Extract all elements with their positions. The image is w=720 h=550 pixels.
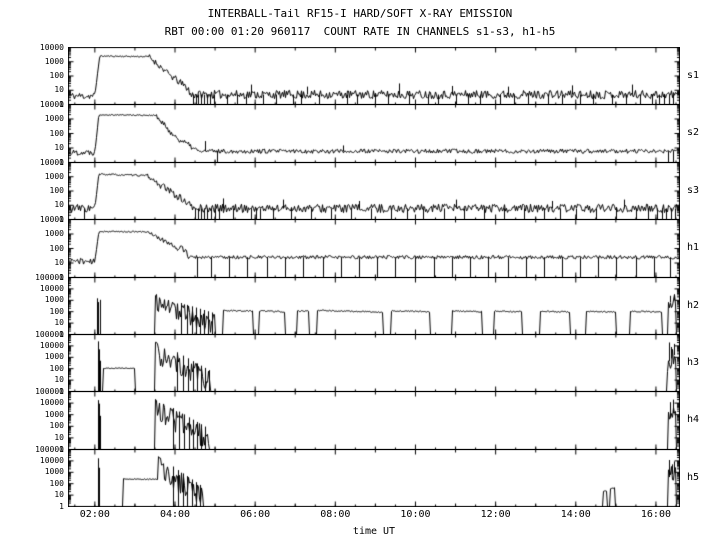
y-tick-label-h1: 1 <box>59 272 64 282</box>
panel-s3 <box>68 162 680 220</box>
y-tick-label-h1: 1000 <box>44 229 64 238</box>
y-tick-label-h5: 100000 <box>35 444 64 454</box>
x-tick-label: 08:00 <box>320 509 351 520</box>
plot-title: INTERBALL-Tail RF15-I HARD/SOFT X-RAY EM… <box>207 7 513 20</box>
y-tick-label-s1: 10000 <box>39 42 64 52</box>
y-tick-label-h3: 10 <box>54 375 64 385</box>
panels-area <box>68 47 680 507</box>
y-tick-label-s2: 10000 <box>39 99 64 109</box>
panel-trace-h5 <box>68 449 680 507</box>
y-tick-label-h5: 10 <box>54 490 64 500</box>
panel-h1 <box>68 219 680 278</box>
channel-label-h4: h4 <box>687 414 700 425</box>
channel-label-s2: s2 <box>687 127 700 138</box>
y-tick-label-h1: 10000 <box>39 214 64 224</box>
x-tick-label: 06:00 <box>240 509 271 520</box>
y-tick-label-h5: 1 <box>59 501 64 511</box>
y-tick-label-h4: 1000 <box>44 409 64 419</box>
plot-subtitle: RBT 00:00 01:20 960117 COUNT RATE IN CHA… <box>164 25 556 38</box>
y-tick-label-s1: 1 <box>59 99 64 109</box>
channel-label-h2: h2 <box>687 299 700 311</box>
panel-h2 <box>68 277 680 335</box>
y-tick-label-s3: 100 <box>49 186 64 195</box>
y-tick-label-h3: 10000 <box>39 340 64 350</box>
y-tick-label-h5: 10000 <box>39 455 64 465</box>
channel-label-h3: h3 <box>687 356 700 368</box>
x-tick-label: 04:00 <box>159 509 191 520</box>
y-tick-label-h2: 1 <box>59 329 64 339</box>
y-tick-label-s3: 10 <box>54 200 64 210</box>
panel-trace-h1 <box>68 219 680 278</box>
panel-trace-h2 <box>68 277 680 335</box>
y-tick-label-h4: 10 <box>54 432 64 442</box>
y-tick-label-h2: 100000 <box>35 272 64 282</box>
x-tick-label: 02:00 <box>79 509 110 520</box>
y-tick-label-h5: 1000 <box>44 467 64 477</box>
y-tick-label-s3: 1000 <box>44 171 64 181</box>
y-tick-label-h2: 100 <box>49 306 64 316</box>
y-tick-label-h4: 10000 <box>39 398 64 408</box>
y-tick-label-h3: 100 <box>49 363 64 373</box>
y-tick-label-s2: 100 <box>49 128 64 138</box>
y-tick-label-h5: 100 <box>49 478 64 488</box>
panel-trace-s1 <box>68 47 680 105</box>
channel-label-s1: s1 <box>687 69 700 81</box>
channel-label-h1: h1 <box>687 242 700 253</box>
x-tick-label: 12:00 <box>480 509 511 520</box>
y-tick-label-h2: 10 <box>54 318 64 328</box>
x-tick-label: 14:00 <box>560 509 591 520</box>
x-tick-label: 16:00 <box>640 509 671 520</box>
y-tick-label-s1: 1000 <box>44 56 64 66</box>
y-tick-label-h2: 1000 <box>44 295 64 305</box>
channel-label-h5: h5 <box>687 471 700 483</box>
y-tick-label-h4: 100 <box>49 421 64 431</box>
panel-h5 <box>68 449 680 507</box>
y-tick-label-h4: 100000 <box>35 386 64 396</box>
y-tick-label-s2: 1 <box>59 157 64 167</box>
x-tick-label: 10:00 <box>400 509 431 520</box>
y-tick-label-h3: 1000 <box>44 352 64 362</box>
x-axis-label: time UT <box>352 526 396 537</box>
panel-s2 <box>68 104 680 163</box>
y-tick-label-h3: 100000 <box>35 329 64 339</box>
panel-trace-s3 <box>68 162 680 220</box>
y-tick-label-h3: 1 <box>59 386 64 396</box>
panel-h4 <box>68 391 680 450</box>
panel-s1 <box>68 47 680 105</box>
panel-trace-s2 <box>68 104 680 163</box>
y-tick-label-h2: 10000 <box>39 283 64 293</box>
panel-trace-h3 <box>68 334 680 392</box>
y-tick-label-s3: 10000 <box>39 157 64 167</box>
y-tick-label-h1: 100 <box>49 243 64 253</box>
y-tick-label-s1: 100 <box>49 71 64 80</box>
panel-trace-h4 <box>68 391 680 450</box>
channel-label-s3: s3 <box>687 184 700 196</box>
y-tick-label-s3: 1 <box>59 214 64 224</box>
y-tick-label-h1: 10 <box>54 258 64 267</box>
panel-h3 <box>68 334 680 392</box>
y-tick-label-h4: 1 <box>59 444 64 454</box>
y-tick-label-s2: 1000 <box>44 114 64 123</box>
y-tick-label-s2: 10 <box>54 143 64 152</box>
y-tick-label-s1: 10 <box>54 85 64 95</box>
